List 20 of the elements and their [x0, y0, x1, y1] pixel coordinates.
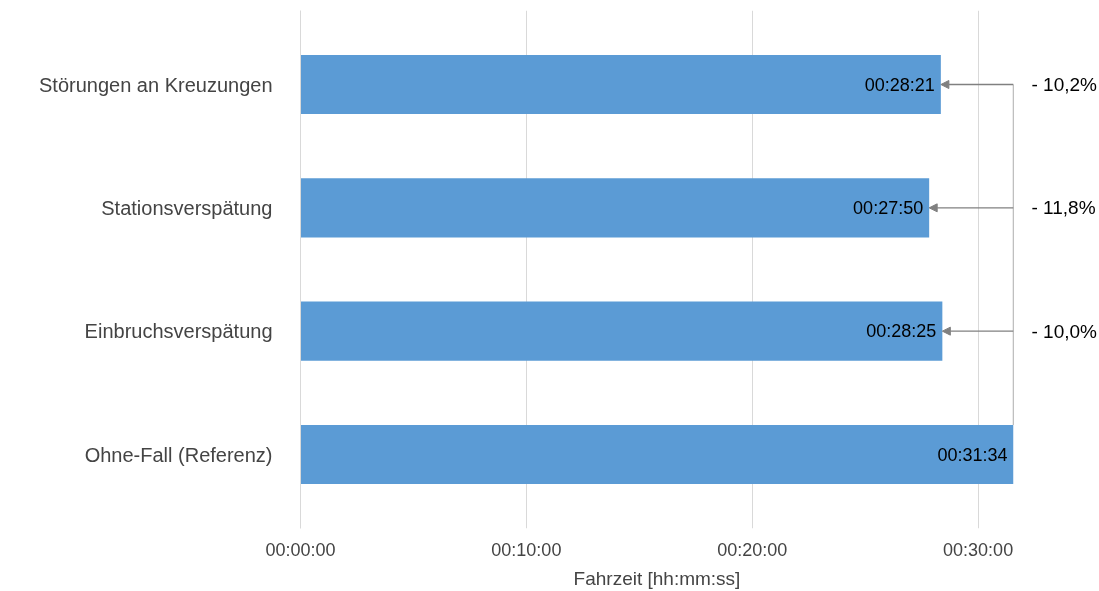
x-axis-title: Fahrzeit [hh:mm:ss]	[573, 567, 741, 589]
bar	[300, 424, 1014, 485]
x-tick-label: 00:30:00	[943, 539, 1014, 560]
y-tick-label: Einbruchsverspätung	[84, 320, 273, 343]
x-tick-label: 00:00:00	[265, 539, 336, 560]
y-tick-label: Stationsverspätung	[101, 196, 273, 219]
x-tick-label: 00:10:00	[491, 539, 562, 560]
y-tick-label: Ohne-Fall (Referenz)	[84, 443, 273, 466]
data-label: 00:28:25	[866, 321, 937, 342]
bar	[300, 54, 941, 115]
data-label: 00:27:50	[853, 197, 924, 218]
annotation: - 10,0%	[1031, 320, 1098, 342]
y-tick-label: Störungen an Kreuzungen	[38, 73, 273, 96]
bar	[300, 178, 930, 238]
data-label: 00:31:34	[937, 444, 1008, 465]
annotation: - 10,2%	[1031, 74, 1098, 95]
x-tick-label: 00:20:00	[717, 539, 788, 560]
annotation: - 11,8%	[1031, 197, 1096, 219]
data-label: 00:28:21	[864, 74, 935, 95]
bar	[300, 301, 943, 361]
